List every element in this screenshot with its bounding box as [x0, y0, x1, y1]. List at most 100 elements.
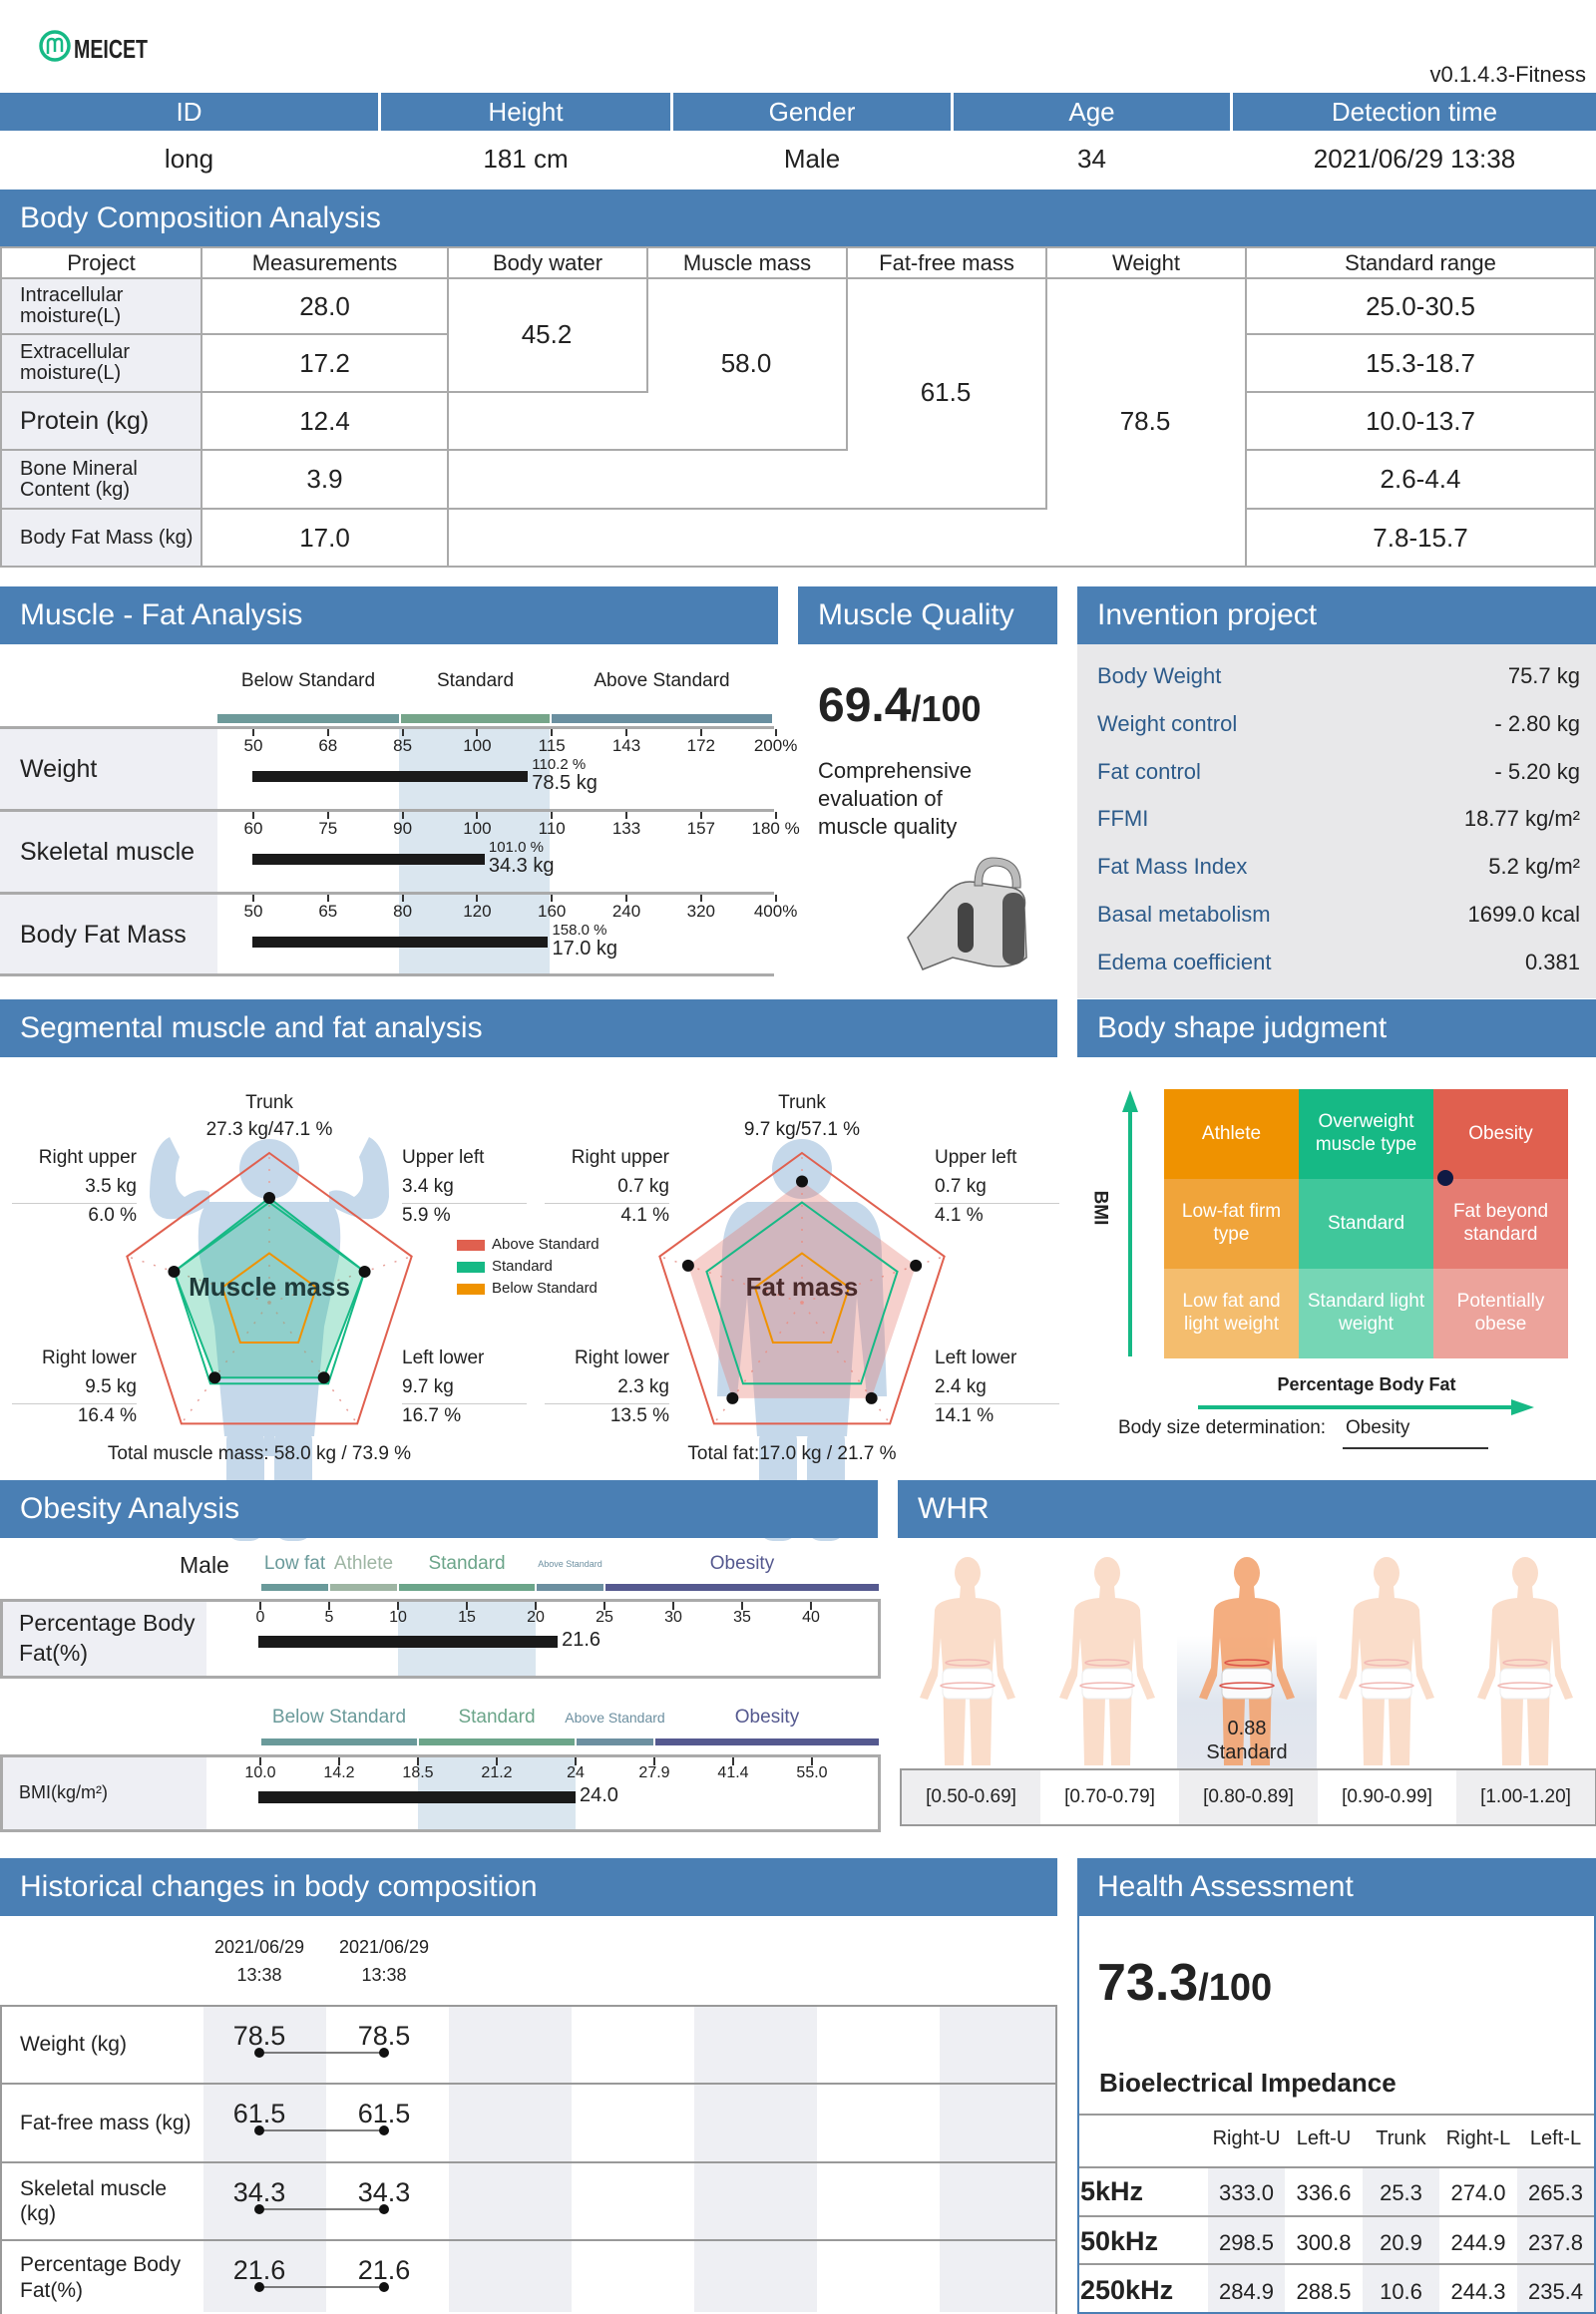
bia-column-shade — [1208, 2166, 1285, 2312]
body-composition-header: Body Composition Analysis — [0, 190, 1596, 247]
info-value-cell: long — [164, 143, 214, 174]
mf-tick-label: 110 — [538, 819, 566, 838]
whr-range-cell: [1.00-1.20] — [1456, 1770, 1595, 1824]
arrow-right-icon — [1511, 1399, 1534, 1415]
radar-spoke — [268, 1255, 412, 1304]
body-shape-cell-label: Athlete — [1201, 1122, 1262, 1144]
body-shape-cell: Fat beyond standard — [1433, 1179, 1568, 1269]
below-standard-ring — [753, 1252, 851, 1345]
segment-divider — [545, 1403, 669, 1404]
waist-line — [1364, 1659, 1409, 1667]
muscle-mass-box-value: 58.0 — [720, 347, 772, 378]
bmi-label: BMI(kg/m²) — [19, 1782, 108, 1803]
segment-pct: 16.4 % — [77, 1405, 137, 1426]
whr-value: 0.88 — [1227, 1718, 1267, 1739]
bia-value: 235.4 — [1527, 2279, 1584, 2304]
health-score-max: /100 — [1198, 1967, 1273, 2009]
mf-kg-label: 17.0 kg — [552, 938, 618, 960]
muscle-quality-description: Comprehensive — [818, 758, 973, 783]
bc-measurement-cell: 17.2 — [200, 333, 449, 393]
bmi-value-label: 24.0 — [580, 1784, 618, 1806]
whr-range-cell: [0.50-0.69] — [902, 1770, 1040, 1824]
mf-value-bar — [252, 937, 549, 948]
logo-ring-icon — [39, 30, 71, 62]
bc-header-cell: Fat-free mass — [846, 246, 1047, 279]
bia-value: 336.6 — [1296, 2180, 1352, 2205]
mf-row-divider — [0, 726, 774, 729]
pbf-row-box — [0, 1599, 881, 1679]
health-score: 73.3/100 — [1097, 1953, 1272, 2013]
history-row-label: Fat-free mass (kg) — [20, 2111, 192, 2134]
trunk-value: 9.7 kg/57.1 % — [743, 1119, 861, 1140]
above-standard-ring — [658, 1151, 946, 1425]
pbf-tick-label: 0 — [255, 1609, 265, 1626]
muscle-data-point — [358, 1265, 371, 1278]
bmi-tick-label: 41.4 — [717, 1764, 749, 1781]
health-header: Health Assessment — [1077, 1858, 1596, 1916]
bmi-tick — [338, 1757, 340, 1765]
arm-left-shape — [150, 1137, 209, 1220]
hip-line — [1219, 1682, 1275, 1690]
mf-value-bar — [252, 854, 485, 865]
bc-standard-cell: 15.3-18.7 — [1245, 333, 1596, 393]
bia-frequency-label: 250kHz — [1080, 2275, 1174, 2305]
history-date: 2021/06/29 — [213, 1937, 305, 1957]
pbf-label-cell: Percentage Body Fat(%) — [3, 1602, 206, 1676]
pbf-value-bar — [258, 1636, 559, 1648]
segment-name: Right upper — [38, 1147, 137, 1168]
history-row-divider — [0, 2083, 1057, 2085]
hand-grip-icon — [907, 857, 1027, 970]
history-value: 34.3 — [357, 2177, 411, 2207]
bia-title: Bioelectrical Impedance — [1099, 2068, 1396, 2098]
segment-kg: 0.7 kg — [935, 1176, 987, 1197]
body-shape-cell-label: Low-fat firm type — [1181, 1201, 1282, 1245]
bmi-category-label: Above Standard — [565, 1710, 665, 1726]
history-point — [379, 2282, 389, 2292]
bia-value: 25.3 — [1380, 2180, 1422, 2205]
whr-body-figure — [1339, 1557, 1434, 1765]
whr-body-figure — [1199, 1557, 1295, 1765]
history-column-shade — [694, 2006, 817, 2312]
segment-kg: 0.7 kg — [617, 1176, 669, 1197]
bmi-category-bar — [655, 1738, 879, 1745]
bc-header-cell: Body water — [447, 246, 648, 279]
whr-status: Standard — [1206, 1741, 1288, 1763]
body-shape-cell: Low-fat firm type — [1164, 1179, 1299, 1269]
weight-box-value: 78.5 — [1119, 406, 1171, 436]
fat-data-area — [687, 1181, 917, 1398]
invention-item-value: 5.2 kg/m² — [1488, 854, 1580, 880]
bmi-tick — [732, 1757, 734, 1765]
bmi-label-cell: BMI(kg/m²) — [3, 1757, 206, 1829]
body-shape-marker — [1437, 1170, 1453, 1186]
segment-kg: 2.3 kg — [617, 1376, 669, 1397]
mf-tick-label: 50 — [243, 902, 263, 921]
mf-tick — [326, 812, 329, 819]
bia-value: 333.0 — [1218, 2180, 1275, 2205]
fat-free-mass-box-value: 61.5 — [920, 377, 972, 407]
fat-center-label: Fat mass — [745, 1272, 859, 1302]
mf-tick — [252, 812, 254, 819]
pbf-tick-label: 35 — [733, 1609, 751, 1626]
pbf-tick — [466, 1602, 468, 1610]
mf-row-divider — [0, 892, 774, 895]
pbf-tick-label: 20 — [527, 1609, 545, 1626]
segment-pct: 16.7 % — [402, 1405, 462, 1426]
mf-tick — [252, 895, 254, 902]
history-point — [254, 2125, 264, 2135]
info-header-cell: Detection time — [1233, 93, 1596, 131]
segment-kg: 2.4 kg — [935, 1376, 987, 1397]
bia-value: 265.3 — [1527, 2180, 1584, 2205]
mf-category-label: Above Standard — [594, 670, 730, 691]
history-label-cell: Weight (kg) — [2, 2007, 203, 2083]
mf-row-label-cell: Skeletal muscle — [0, 812, 217, 893]
figure-body — [1339, 1586, 1434, 1765]
history-value: 61.5 — [232, 2099, 286, 2128]
fat-data-point — [681, 1259, 694, 1272]
bmi-axis-label: BMI — [1089, 1190, 1111, 1226]
pbf-tick — [810, 1602, 812, 1610]
pbf-category-label: Above Standard — [538, 1559, 602, 1569]
invention-item-value: - 2.80 kg — [1494, 710, 1580, 736]
bmi-tick — [259, 1757, 261, 1765]
segment-kg: 3.4 kg — [402, 1176, 454, 1197]
waist-line — [1084, 1659, 1130, 1667]
